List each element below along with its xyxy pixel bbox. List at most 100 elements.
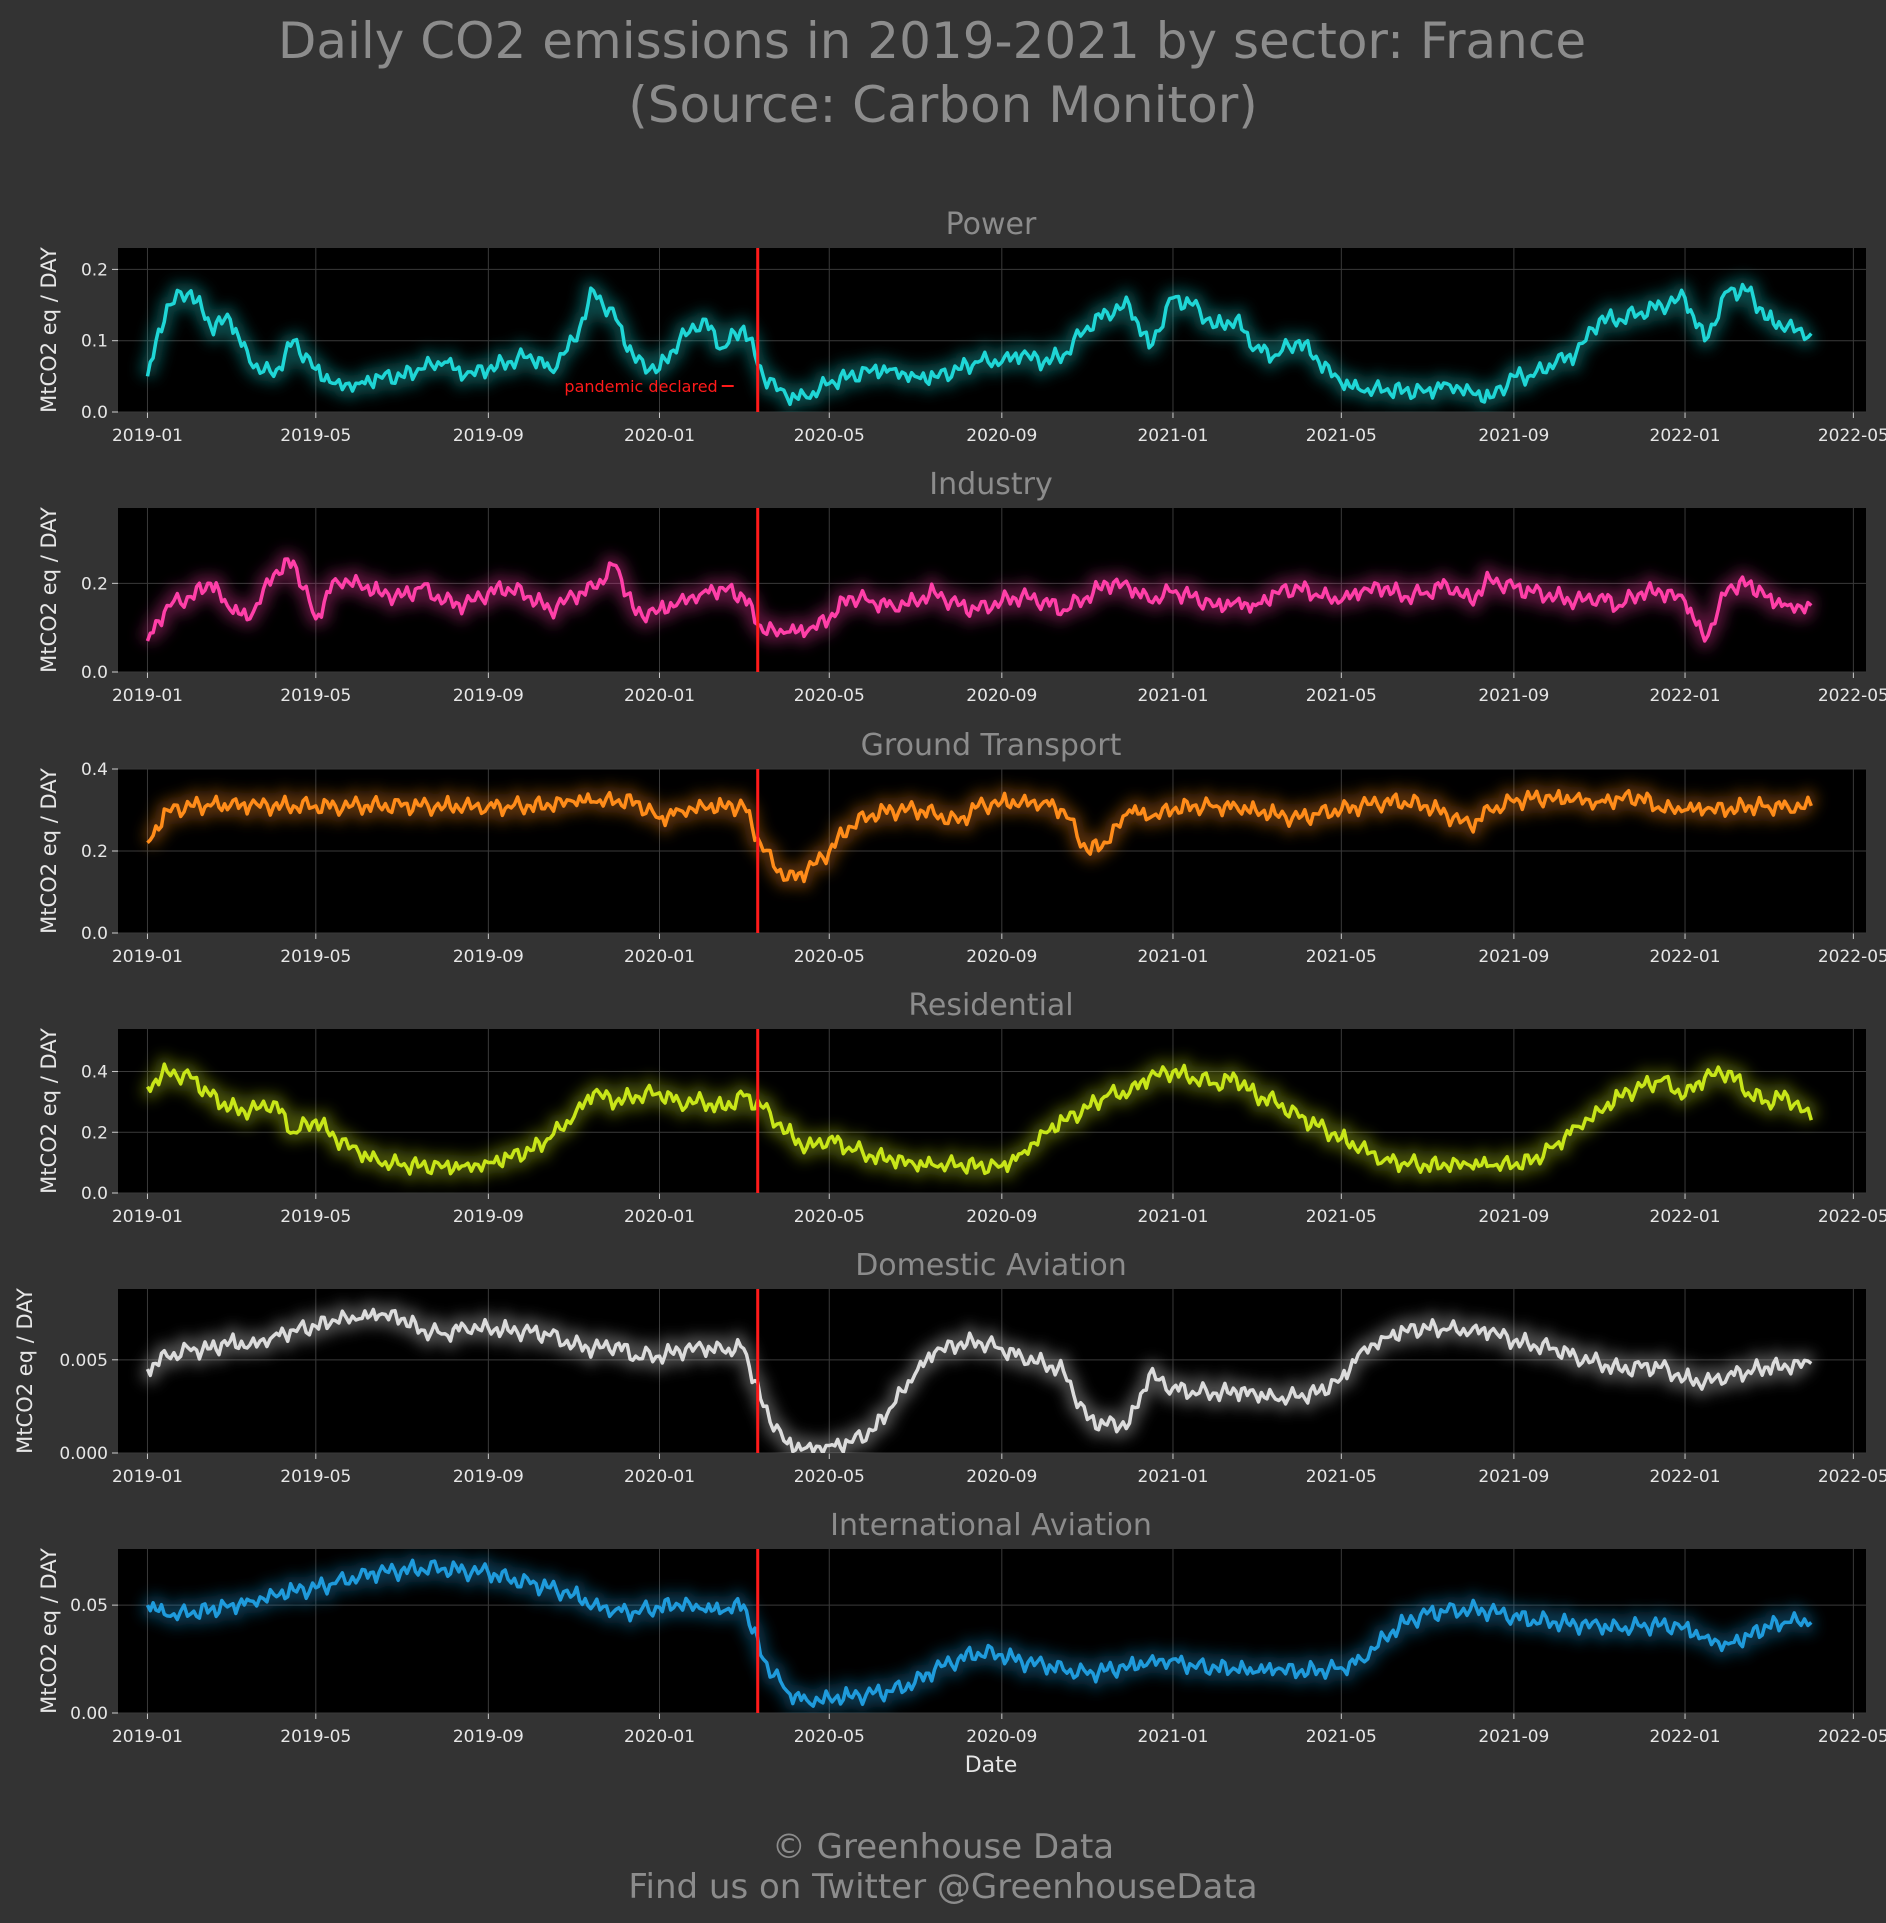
x-tick-label: 2022-05 xyxy=(1818,426,1886,446)
footer-twitter: Find us on Twitter @GreenhouseData xyxy=(628,1867,1257,1907)
x-tick-label: 2019-01 xyxy=(112,947,183,967)
x-tick-label: 2021-09 xyxy=(1478,947,1549,967)
x-tick-label: 2019-09 xyxy=(453,426,524,446)
series-line xyxy=(146,1062,1813,1176)
x-tick-label: 2020-01 xyxy=(624,1467,695,1487)
x-tick-label: 2019-09 xyxy=(453,1207,524,1227)
x-tick-label: 2021-01 xyxy=(1137,947,1208,967)
y-axis-label: MtCO2 eq / DAY xyxy=(37,1548,61,1714)
x-tick-label: 2019-09 xyxy=(453,947,524,967)
x-tick-label: 2019-01 xyxy=(112,1727,183,1747)
series-line xyxy=(146,788,1813,884)
x-tick-label: 2019-01 xyxy=(112,1207,183,1227)
panel-5: 2019-01 2019-05 2019-09 2020-01 2020-05 2020-… xyxy=(37,1508,1886,1747)
x-tick-label: 2019-05 xyxy=(280,1467,351,1487)
x-tick-label: 2022-05 xyxy=(1818,1727,1886,1747)
x-tick-label: 2020-09 xyxy=(966,426,1037,446)
x-tick-label: 2021-01 xyxy=(1137,1467,1208,1487)
x-tick-label: 2019-05 xyxy=(280,1207,351,1227)
y-tick-label: 0.2 xyxy=(81,574,108,594)
y-tick-label: 0.0 xyxy=(81,663,108,683)
y-axis-label: MtCO2 eq / DAY xyxy=(37,1028,61,1194)
chart-title-line-1: Daily CO2 emissions in 2019-2021 by sect… xyxy=(278,12,1586,70)
y-tick-label: 0.0 xyxy=(81,924,108,944)
x-tick-label: 2020-05 xyxy=(794,1207,865,1227)
x-tick-label: 2021-05 xyxy=(1306,1727,1377,1747)
x-tick-label: 2022-01 xyxy=(1650,1727,1721,1747)
y-tick-label: 0.1 xyxy=(81,332,108,352)
panel-title: International Aviation xyxy=(830,1508,1152,1543)
y-tick-label: 0.2 xyxy=(81,260,108,280)
x-tick-label: 2019-01 xyxy=(112,426,183,446)
footer-copyright: © Greenhouse Data xyxy=(772,1827,1114,1867)
x-tick-label: 2021-01 xyxy=(1137,1207,1208,1227)
x-tick-label: 2021-05 xyxy=(1306,947,1377,967)
x-tick-label: 2019-09 xyxy=(453,686,524,706)
y-tick-label: 0.005 xyxy=(59,1351,108,1371)
y-axis-label: MtCO2 eq / DAY xyxy=(37,247,61,413)
panel-title: Ground Transport xyxy=(861,728,1122,763)
panel-1: 2019-01 2019-05 2019-09 2020-01 2020-05 2020-… xyxy=(37,467,1886,706)
x-tick-label: 2019-09 xyxy=(453,1467,524,1487)
x-tick-label: 2019-09 xyxy=(453,1727,524,1747)
y-tick-label: 0.2 xyxy=(81,842,108,862)
panel-3: 2019-01 2019-05 2019-09 2020-01 2020-05 2020-… xyxy=(37,988,1886,1227)
x-tick-label: 2022-05 xyxy=(1818,947,1886,967)
x-tick-label: 2019-05 xyxy=(280,426,351,446)
y-axis-label: MtCO2 eq / DAY xyxy=(37,507,61,673)
x-tick-label: 2020-05 xyxy=(794,1467,865,1487)
x-tick-label: 2021-05 xyxy=(1306,426,1377,446)
x-tick-label: 2021-05 xyxy=(1306,1207,1377,1227)
x-tick-label: 2021-09 xyxy=(1478,426,1549,446)
panel-4: 2019-01 2019-05 2019-09 2020-01 2020-05 2020-… xyxy=(13,1248,1886,1487)
x-tick-label: 2022-05 xyxy=(1818,686,1886,706)
y-tick-label: 0.2 xyxy=(81,1123,108,1143)
x-tick-label: 2020-01 xyxy=(624,686,695,706)
y-tick-label: 0.4 xyxy=(81,760,108,780)
y-tick-label: 0.05 xyxy=(70,1596,108,1616)
x-tick-label: 2021-05 xyxy=(1306,1467,1377,1487)
panels: 2019-01 2019-05 2019-09 2020-01 2020-05 2020-… xyxy=(13,207,1886,1747)
panel-title: Residential xyxy=(908,988,1073,1023)
series-line xyxy=(145,282,1813,407)
x-tick-label: 2021-09 xyxy=(1478,1467,1549,1487)
panel-title: Domestic Aviation xyxy=(855,1248,1127,1283)
x-tick-label: 2020-05 xyxy=(794,686,865,706)
x-tick-label: 2020-01 xyxy=(624,947,695,967)
panel-2: 2019-01 2019-05 2019-09 2020-01 2020-05 2020-… xyxy=(37,728,1886,967)
x-tick-label: 2022-05 xyxy=(1818,1207,1886,1227)
series-line xyxy=(145,1558,1813,1708)
x-tick-label: 2021-01 xyxy=(1137,1727,1208,1747)
x-tick-label: 2019-05 xyxy=(280,686,351,706)
x-tick-label: 2022-05 xyxy=(1818,1467,1886,1487)
y-tick-label: 0.0 xyxy=(81,403,108,423)
x-tick-label: 2020-05 xyxy=(794,426,865,446)
x-tick-label: 2019-05 xyxy=(280,1727,351,1747)
x-tick-label: 2020-09 xyxy=(966,1467,1037,1487)
y-tick-label: 0.0 xyxy=(81,1184,108,1204)
x-tick-label: 2020-09 xyxy=(966,1727,1037,1747)
x-tick-label: 2022-01 xyxy=(1650,426,1721,446)
x-tick-label: 2022-01 xyxy=(1650,686,1721,706)
panel-0: 2019-01 2019-05 2019-09 2020-01 2020-05 2020-… xyxy=(37,207,1886,446)
x-tick-label: 2020-09 xyxy=(966,1207,1037,1227)
x-tick-label: 2021-09 xyxy=(1478,1727,1549,1747)
x-tick-label: 2020-05 xyxy=(794,1727,865,1747)
x-tick-label: 2019-01 xyxy=(112,686,183,706)
x-tick-label: 2019-05 xyxy=(280,947,351,967)
x-tick-label: 2019-01 xyxy=(112,1467,183,1487)
x-tick-label: 2021-09 xyxy=(1478,1207,1549,1227)
panel-title: Power xyxy=(946,207,1037,242)
y-tick-label: 0.000 xyxy=(59,1444,108,1464)
x-tick-label: 2022-01 xyxy=(1650,947,1721,967)
x-tick-label: 2020-01 xyxy=(624,1727,695,1747)
x-tick-label: 2021-09 xyxy=(1478,686,1549,706)
panel-title: Industry xyxy=(929,467,1052,502)
x-tick-label: 2020-01 xyxy=(624,1207,695,1227)
x-tick-label: 2020-09 xyxy=(966,686,1037,706)
x-tick-label: 2022-01 xyxy=(1650,1467,1721,1487)
x-axis-label: Date xyxy=(965,1753,1018,1778)
y-tick-label: 0.4 xyxy=(81,1063,108,1083)
y-axis-label: MtCO2 eq / DAY xyxy=(37,768,61,934)
